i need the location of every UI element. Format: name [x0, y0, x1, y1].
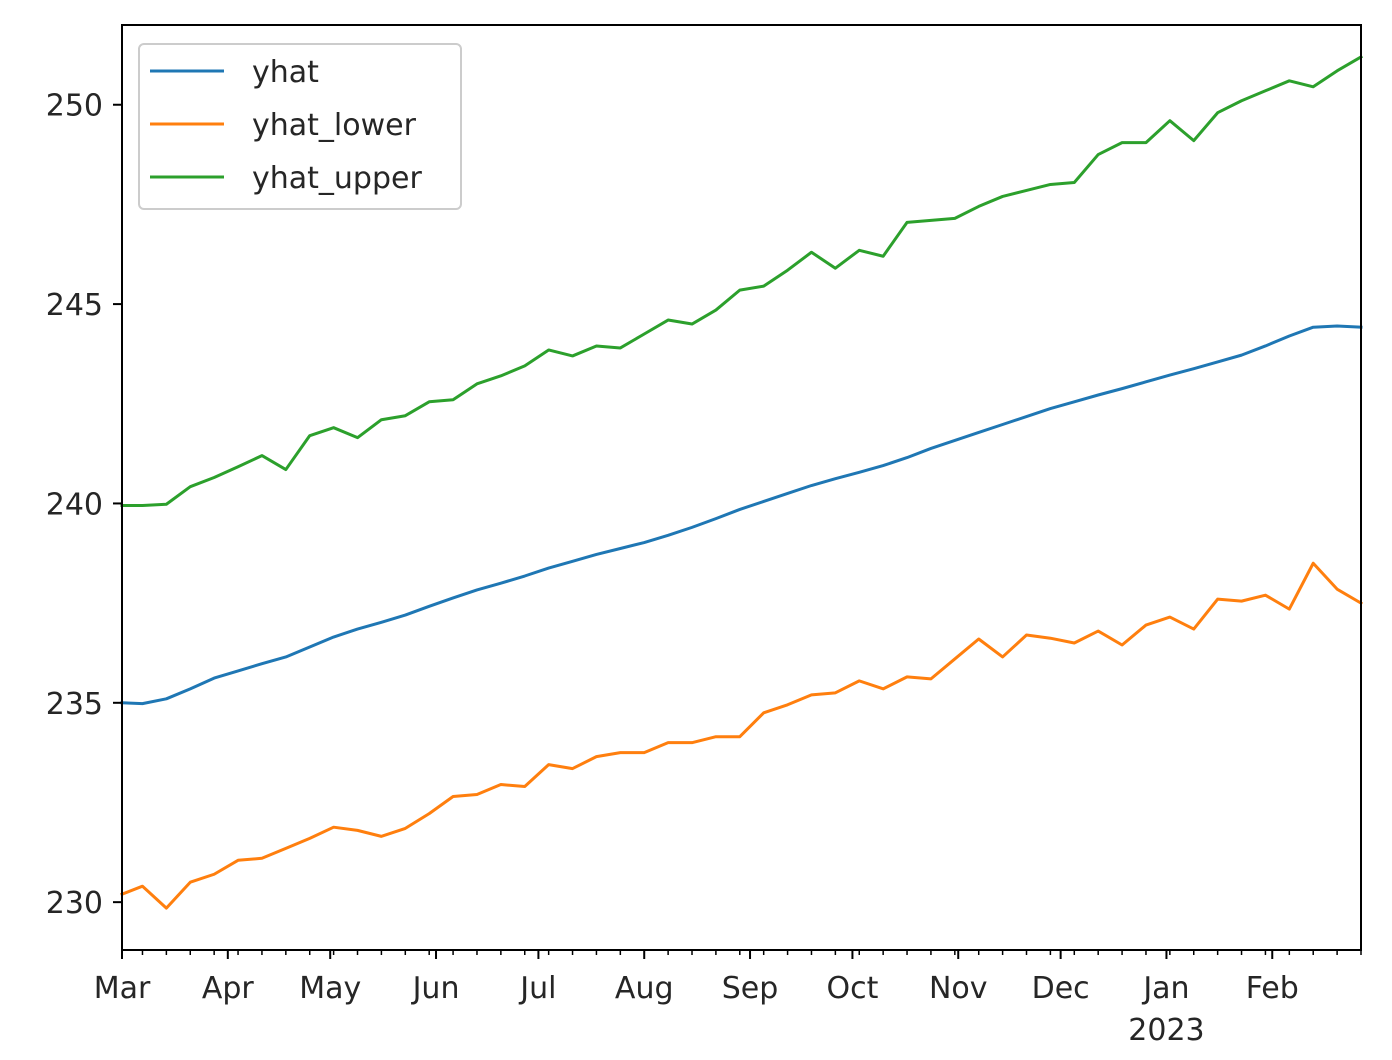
y-tick-label: 240	[46, 487, 103, 522]
x-tick-label: Nov	[929, 971, 988, 1006]
x-axis: Mar Apr May Jun Jul Aug Sep Oct Nov Dec Jan Feb 2023	[94, 950, 1362, 1048]
legend-label: yhat_lower	[252, 108, 417, 143]
x-tick-label: Jan	[1141, 971, 1189, 1006]
legend-box	[138, 43, 462, 210]
legend-label: yhat	[252, 55, 319, 90]
x-tick-label: Mar	[94, 971, 151, 1006]
y-tick-label: 230	[46, 886, 103, 921]
legend-label: yhat_upper	[252, 161, 422, 196]
series-line-yhat-upper	[120, 54, 1364, 507]
series-line-yhat-lower	[120, 561, 1364, 910]
plot-frame	[121, 24, 1362, 951]
y-axis: 230 235 240 245 250	[46, 89, 122, 921]
x-year-label: 2023	[1128, 1013, 1204, 1048]
legend: yhat yhat_lower yhat_upper	[138, 43, 462, 210]
plot-lines	[120, 54, 1364, 910]
x-tick-label: Jun	[411, 971, 460, 1006]
x-tick-label: Apr	[202, 971, 255, 1006]
x-tick-label: Aug	[615, 971, 674, 1006]
x-tick-label: Sep	[722, 971, 779, 1006]
x-tick-label: May	[299, 971, 361, 1006]
series-line-yhat	[120, 324, 1363, 706]
x-tick-label: Oct	[826, 971, 878, 1006]
y-tick-label: 235	[46, 687, 103, 722]
y-tick-label: 250	[46, 89, 103, 124]
x-tick-label: Jul	[518, 971, 556, 1006]
x-tick-label: Feb	[1246, 971, 1299, 1006]
y-tick-label: 245	[46, 288, 103, 323]
x-tick-label: Dec	[1032, 971, 1090, 1006]
